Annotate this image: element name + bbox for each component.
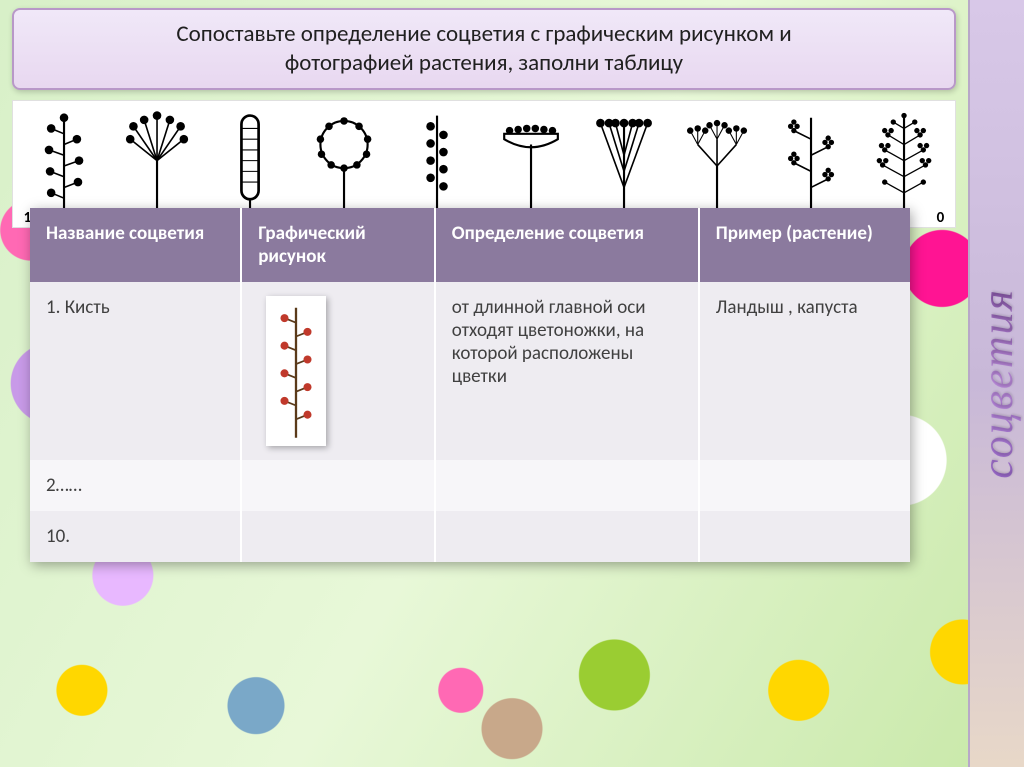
- table-row: 1. Кисть: [30, 282, 910, 460]
- side-label-text: соцветия: [972, 288, 1023, 479]
- raceme-mini-icon: [266, 296, 326, 446]
- cell-diagram: [241, 511, 435, 562]
- table-row: 2……: [30, 460, 910, 511]
- diagram-5-spike: [395, 107, 479, 225]
- diagram-10-panicle: 0: [862, 107, 946, 225]
- cell-definition: от длинной главной оси отходят цветоножк…: [435, 282, 699, 460]
- side-label-bar: соцветия: [968, 0, 1024, 767]
- diagram-3-spadix: [208, 107, 292, 225]
- cell-example: Ландыш , капуста: [699, 282, 910, 460]
- slide-title: Сопоставьте определение соцветия с графи…: [12, 8, 956, 90]
- cell-example: [699, 511, 910, 562]
- cell-diagram: [241, 460, 435, 511]
- diagram-number-10: 0: [937, 209, 945, 227]
- th-name: Название соцветия: [30, 208, 241, 282]
- cell-name: 1. Кисть: [30, 282, 241, 460]
- cell-diagram: [241, 282, 435, 460]
- title-line-1: Сопоставьте определение соцветия с графи…: [34, 20, 934, 49]
- table-row: 10.: [30, 511, 910, 562]
- cell-definition: [435, 460, 699, 511]
- diagram-4-head: [302, 107, 386, 225]
- th-diagram: Графический рисунок: [241, 208, 435, 282]
- diagram-1-raceme: 1: [22, 107, 106, 225]
- cell-name: 10.: [30, 511, 241, 562]
- diagram-8-compound-umbel: [675, 107, 759, 225]
- cell-example: [699, 460, 910, 511]
- cell-definition: [435, 511, 699, 562]
- diagram-6-capitulum: [489, 107, 573, 225]
- title-line-2: фотографией растения, заполни таблицу: [34, 49, 934, 78]
- worksheet-table: Название соцветия Графический рисунок Оп…: [30, 208, 910, 562]
- diagram-2-umbel: [115, 107, 199, 225]
- diagram-7-corymb: [582, 107, 666, 225]
- cell-name: 2……: [30, 460, 241, 511]
- th-definition: Определение соцветия: [435, 208, 699, 282]
- diagram-9-compound-spike: [769, 107, 853, 225]
- slide-content: Сопоставьте определение соцветия с графи…: [12, 8, 956, 228]
- th-example: Пример (растение): [699, 208, 910, 282]
